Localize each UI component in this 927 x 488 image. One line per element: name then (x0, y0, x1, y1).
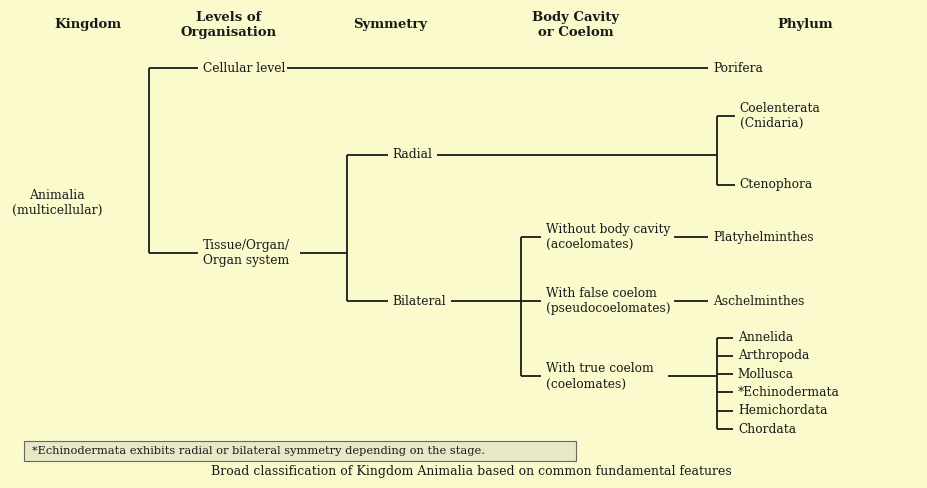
Text: Animalia
(multicellular): Animalia (multicellular) (11, 189, 102, 217)
Text: Chordata: Chordata (738, 423, 796, 435)
Text: Coelenterata
(Cnidaria): Coelenterata (Cnidaria) (740, 102, 820, 130)
Text: Platyhelminthes: Platyhelminthes (714, 231, 814, 244)
Text: Radial: Radial (392, 148, 432, 162)
Text: Tissue/Organ/
Organ system: Tissue/Organ/ Organ system (203, 239, 290, 267)
Text: Broad classification of Kingdom Animalia based on common fundamental features: Broad classification of Kingdom Animalia… (211, 465, 732, 478)
Text: *Echinodermata exhibits radial or bilateral symmetry depending on the stage.: *Echinodermata exhibits radial or bilate… (32, 446, 486, 456)
Text: With false coelom
(pseudocoelomates): With false coelom (pseudocoelomates) (546, 287, 670, 315)
Text: Symmetry: Symmetry (353, 18, 427, 31)
Text: Without body cavity
(acoelomates): Without body cavity (acoelomates) (546, 223, 670, 251)
Text: Kingdom: Kingdom (55, 18, 122, 31)
Text: Levels of
Organisation: Levels of Organisation (180, 11, 276, 39)
Text: Phylum: Phylum (778, 18, 833, 31)
Text: With true coelom
(coelomates): With true coelom (coelomates) (546, 363, 654, 390)
Text: Bilateral: Bilateral (392, 295, 446, 307)
Text: Hemichordata: Hemichordata (738, 404, 828, 417)
Text: Aschelminthes: Aschelminthes (714, 295, 805, 307)
Text: Body Cavity
or Coelom: Body Cavity or Coelom (532, 11, 619, 39)
Text: Annelida: Annelida (738, 331, 794, 344)
Text: Mollusca: Mollusca (738, 367, 794, 381)
Text: Porifera: Porifera (714, 61, 764, 75)
Text: *Echinodermata: *Echinodermata (738, 386, 840, 399)
Text: Arthropoda: Arthropoda (738, 349, 809, 363)
Text: Ctenophora: Ctenophora (740, 178, 813, 191)
Text: Cellular level: Cellular level (203, 61, 286, 75)
FancyBboxPatch shape (24, 441, 577, 461)
